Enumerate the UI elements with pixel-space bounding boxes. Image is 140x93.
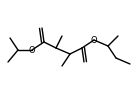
Text: O: O	[91, 36, 97, 44]
Text: O: O	[29, 45, 35, 54]
